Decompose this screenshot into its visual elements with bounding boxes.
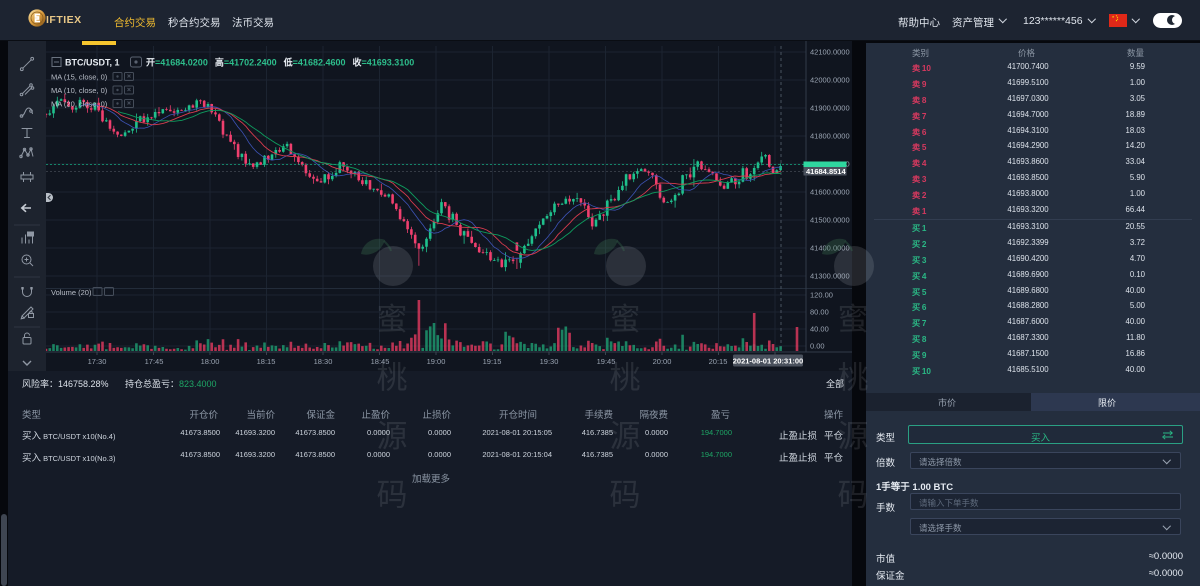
svg-text:17:30: 17:30 — [88, 357, 107, 366]
svg-text:42100.0000: 42100.0000 — [810, 48, 850, 57]
svg-text:20:00: 20:00 — [653, 357, 672, 366]
svg-text:41800.0000: 41800.0000 — [810, 132, 850, 141]
svg-text:MA (20, close, 0): MA (20, close, 0) — [51, 100, 108, 109]
svg-text:19:15: 19:15 — [483, 357, 502, 366]
svg-text:0.00: 0.00 — [810, 342, 825, 351]
svg-text:18:00: 18:00 — [201, 357, 220, 366]
svg-text:40.00: 40.00 — [810, 325, 829, 334]
svg-text:2021-08-01 20:31:00: 2021-08-01 20:31:00 — [733, 357, 803, 366]
svg-text:41684.8514: 41684.8514 — [806, 167, 846, 176]
svg-text:42000.0000: 42000.0000 — [810, 76, 850, 85]
svg-text:17:45: 17:45 — [145, 357, 164, 366]
svg-text:19:00: 19:00 — [427, 357, 446, 366]
svg-text:19:45: 19:45 — [597, 357, 616, 366]
svg-text:18:45: 18:45 — [371, 357, 390, 366]
svg-text:41600.0000: 41600.0000 — [810, 188, 850, 197]
svg-text:41300.0000: 41300.0000 — [810, 272, 850, 281]
svg-text:MA (15, close, 0): MA (15, close, 0) — [51, 73, 108, 82]
svg-text:Volume (20): Volume (20) — [51, 288, 92, 297]
svg-text:20:15: 20:15 — [709, 357, 728, 366]
svg-text:41400.0000: 41400.0000 — [810, 244, 850, 253]
svg-text:BTC/USDT, 1: BTC/USDT, 1 — [65, 58, 120, 68]
svg-text:18:15: 18:15 — [257, 357, 276, 366]
svg-text:19:30: 19:30 — [540, 357, 559, 366]
svg-text:41500.0000: 41500.0000 — [810, 216, 850, 225]
svg-text:18:30: 18:30 — [314, 357, 333, 366]
svg-text:120.00: 120.00 — [810, 291, 833, 300]
svg-text:80.00: 80.00 — [810, 308, 829, 317]
svg-text:41900.0000: 41900.0000 — [810, 104, 850, 113]
svg-text:MA (10, close, 0): MA (10, close, 0) — [51, 86, 108, 95]
